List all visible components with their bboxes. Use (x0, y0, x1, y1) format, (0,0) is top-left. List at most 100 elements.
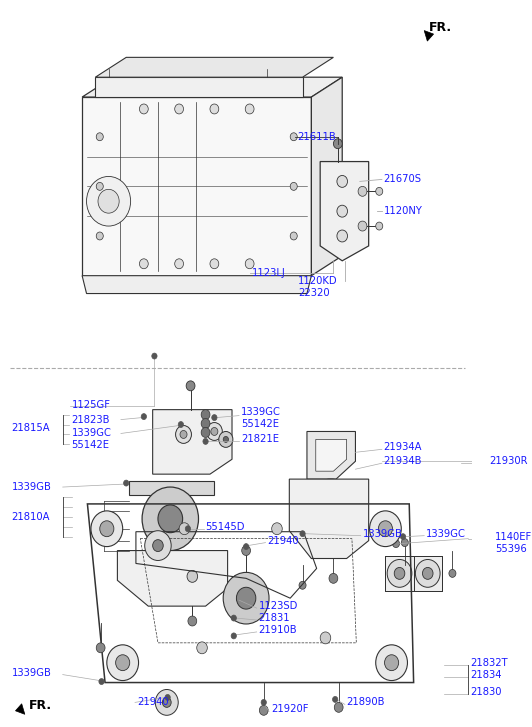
Circle shape (394, 568, 405, 579)
Circle shape (370, 511, 401, 547)
Polygon shape (95, 77, 303, 97)
Circle shape (91, 511, 123, 547)
Circle shape (299, 582, 306, 590)
Circle shape (96, 133, 103, 141)
Circle shape (231, 615, 236, 621)
Circle shape (185, 526, 190, 531)
Circle shape (186, 381, 195, 391)
Circle shape (236, 587, 256, 609)
Polygon shape (414, 555, 442, 591)
Circle shape (179, 523, 190, 534)
Circle shape (245, 104, 254, 114)
Circle shape (401, 539, 409, 547)
Circle shape (223, 572, 269, 624)
Circle shape (174, 104, 184, 114)
Circle shape (242, 545, 251, 555)
Circle shape (376, 222, 383, 230)
Text: 1123LJ: 1123LJ (252, 268, 285, 278)
Polygon shape (15, 704, 25, 715)
Circle shape (142, 487, 198, 550)
Text: 1339GB: 1339GB (12, 482, 52, 492)
Text: 21832T: 21832T (470, 658, 508, 667)
Text: 21910B: 21910B (259, 625, 297, 635)
Text: FR.: FR. (429, 20, 452, 33)
Circle shape (378, 521, 393, 537)
Circle shape (320, 497, 342, 521)
Circle shape (376, 188, 383, 196)
Circle shape (223, 436, 228, 443)
Text: 55396: 55396 (495, 544, 527, 553)
Circle shape (387, 560, 412, 587)
Circle shape (337, 205, 347, 217)
Text: 1339GC: 1339GC (71, 428, 111, 438)
Circle shape (174, 259, 184, 269)
Circle shape (290, 232, 297, 240)
Circle shape (230, 575, 244, 591)
Text: 1140EF: 1140EF (495, 531, 532, 542)
Polygon shape (95, 57, 334, 77)
Circle shape (261, 699, 267, 705)
Text: 1120NY: 1120NY (384, 206, 422, 216)
Text: 21830: 21830 (470, 688, 502, 697)
Polygon shape (153, 409, 232, 474)
Circle shape (165, 694, 170, 700)
Circle shape (203, 438, 208, 444)
Circle shape (376, 645, 408, 680)
Circle shape (123, 480, 129, 486)
Text: 21890B: 21890B (347, 697, 385, 707)
Circle shape (180, 430, 187, 438)
Circle shape (178, 422, 184, 427)
Circle shape (100, 521, 114, 537)
Circle shape (197, 642, 207, 654)
Circle shape (337, 175, 347, 188)
Polygon shape (307, 432, 355, 479)
Circle shape (231, 633, 236, 639)
Circle shape (212, 414, 217, 420)
Circle shape (332, 696, 338, 702)
Text: 1123SD: 1123SD (259, 601, 298, 611)
Circle shape (98, 189, 119, 213)
Circle shape (188, 616, 197, 626)
Polygon shape (118, 550, 228, 606)
Text: 21934A: 21934A (384, 442, 422, 452)
Polygon shape (311, 77, 342, 276)
Circle shape (385, 655, 398, 670)
Text: 21831: 21831 (259, 613, 290, 623)
Polygon shape (82, 97, 311, 276)
Circle shape (300, 531, 305, 537)
Text: 21934B: 21934B (384, 457, 422, 466)
Circle shape (210, 259, 219, 269)
Text: 1120KD: 1120KD (298, 276, 338, 286)
Circle shape (245, 259, 254, 269)
Circle shape (358, 221, 367, 231)
Circle shape (158, 505, 182, 533)
Text: 55145D: 55145D (205, 522, 245, 531)
Circle shape (290, 182, 297, 190)
Polygon shape (82, 276, 311, 294)
Circle shape (211, 427, 218, 435)
Circle shape (87, 177, 131, 226)
Circle shape (155, 689, 178, 715)
Circle shape (206, 422, 222, 441)
Text: 1339GC: 1339GC (426, 529, 466, 539)
Circle shape (210, 104, 219, 114)
Circle shape (334, 702, 343, 712)
Polygon shape (316, 439, 347, 471)
Circle shape (152, 353, 157, 359)
Text: 21834: 21834 (470, 670, 502, 680)
Circle shape (201, 427, 210, 438)
Circle shape (415, 560, 440, 587)
Circle shape (96, 182, 103, 190)
Text: 21611B: 21611B (297, 132, 336, 142)
Circle shape (162, 697, 171, 707)
Circle shape (358, 186, 367, 196)
Circle shape (272, 523, 282, 534)
Circle shape (139, 259, 148, 269)
Circle shape (145, 531, 171, 561)
Text: 21940: 21940 (267, 536, 299, 546)
Polygon shape (424, 31, 434, 41)
Polygon shape (129, 481, 214, 495)
Circle shape (176, 425, 192, 443)
Text: 1125GF: 1125GF (71, 400, 111, 410)
Text: FR.: FR. (29, 699, 52, 712)
